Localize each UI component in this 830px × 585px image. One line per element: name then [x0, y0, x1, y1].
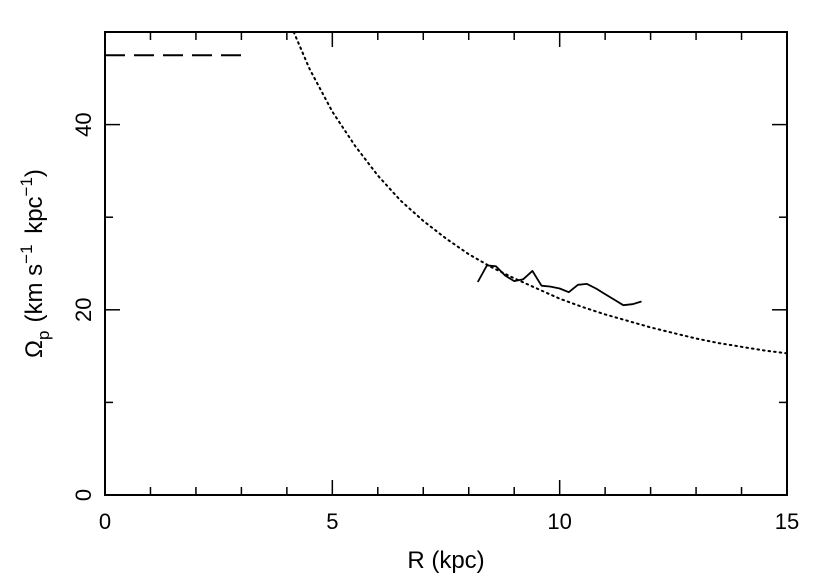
y-axis-exponent-1: −1: [17, 244, 36, 263]
y-axis-label: Ωp(km s−1 kpc−1): [17, 169, 53, 358]
x-axis-label: R (kpc): [407, 547, 484, 574]
y-tick-labels: 0 20 40: [71, 112, 96, 501]
series-line-dotted: [292, 31, 788, 355]
series-layer: [105, 31, 788, 355]
y-tick-label: 40: [71, 112, 96, 136]
y-axis-units-main: (km s: [21, 264, 48, 323]
minor-ticks: [105, 31, 787, 495]
y-axis-symbol: Ω: [21, 340, 48, 358]
x-tick-label: 15: [775, 509, 799, 534]
y-tick-label: 20: [71, 298, 96, 322]
x-tick-labels: 0 5 10 15: [99, 509, 799, 534]
y-axis-subscript: p: [34, 331, 53, 340]
y-axis-units-end: ): [21, 169, 48, 177]
y-axis-units-mid: kpc: [21, 196, 48, 240]
y-tick-label: 0: [71, 489, 96, 501]
x-tick-label: 5: [326, 509, 338, 534]
x-tick-label: 0: [99, 509, 111, 534]
x-tick-label: 10: [547, 509, 571, 534]
major-ticks: [104, 32, 788, 496]
series-line-solid: [477, 264, 642, 307]
plot-frame: [104, 31, 788, 496]
y-axis-exponent-2: −1: [17, 177, 36, 196]
